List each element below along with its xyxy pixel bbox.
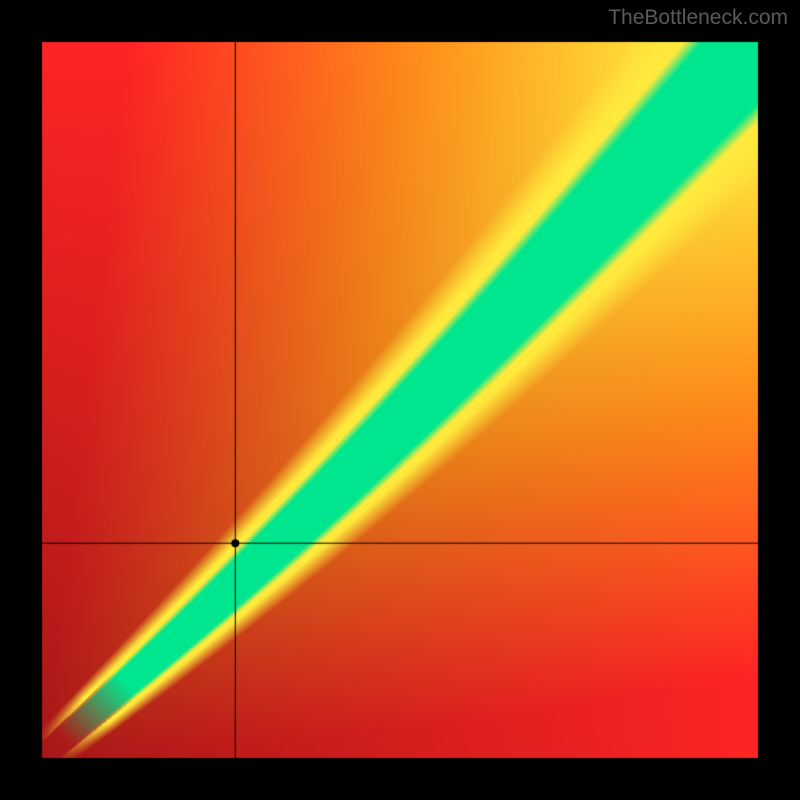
heatmap-canvas bbox=[0, 0, 800, 800]
chart-container: TheBottleneck.com bbox=[0, 0, 800, 800]
watermark-text: TheBottleneck.com bbox=[608, 6, 788, 30]
